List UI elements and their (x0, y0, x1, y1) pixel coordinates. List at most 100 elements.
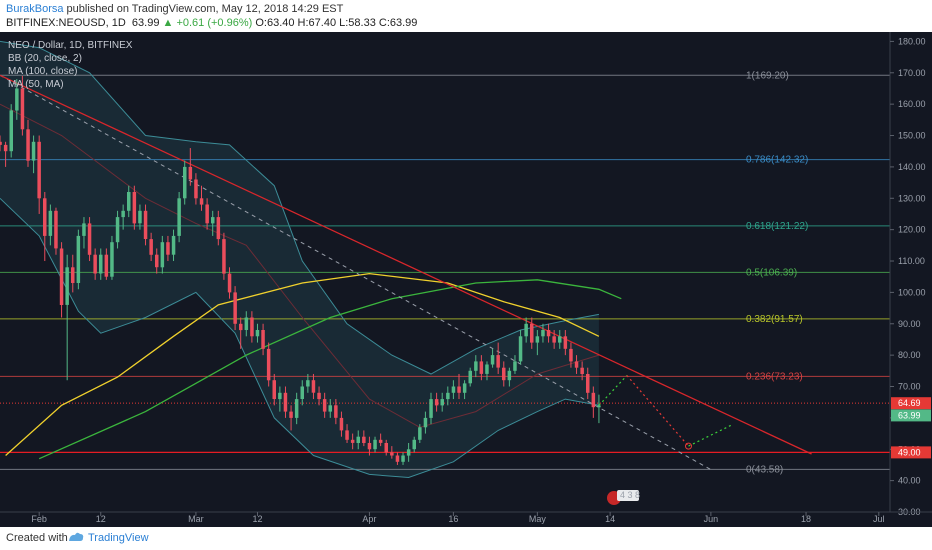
author-link[interactable]: BurakBorsa (6, 3, 64, 15)
candle-body (283, 392, 288, 412)
y-tick-label: 40.00 (898, 476, 921, 486)
candle-body (59, 248, 64, 305)
price-tag-label: 49.00 (898, 447, 921, 457)
candle-body (479, 361, 484, 374)
candle-body (205, 204, 209, 224)
candle-body (474, 361, 478, 371)
x-tick-label: 12 (252, 514, 262, 524)
candle-body (328, 405, 332, 412)
indicator-lines (0, 40, 890, 479)
candle-body (339, 417, 344, 431)
x-tick-label: Feb (31, 514, 47, 524)
tradingview-link[interactable]: TradingView (88, 532, 149, 544)
price-chart[interactable]: 1(169.20) 0.786(142.32) 0.618(121.22) 0.5(1… (0, 32, 932, 527)
candle-body (216, 217, 221, 240)
candle-body (306, 380, 310, 387)
candle-body (390, 452, 394, 456)
bollinger-fill (0, 41, 599, 478)
candle-body (591, 392, 596, 408)
candle-body (395, 455, 400, 462)
candle-body (524, 323, 528, 337)
candle-body (462, 383, 467, 393)
price-tag (891, 446, 931, 459)
time-axis[interactable]: Feb 12 Mar 12 Apr 16 May 14 Jun 18 Jul (31, 512, 885, 524)
fib-level-label: 0.236(73.23) (746, 371, 803, 382)
candle-body (490, 355, 495, 365)
candle-body (496, 355, 500, 368)
candle-body (87, 223, 92, 255)
tradingview-logo-icon (69, 532, 84, 541)
candle-body (15, 88, 19, 111)
ma50-line (38, 279, 622, 460)
projection-rebound-path (688, 423, 734, 447)
candle-body (43, 198, 47, 236)
candle-body (485, 364, 489, 374)
y-tick-label: 80.00 (898, 350, 921, 360)
price-change: ▲ +0.61 (+0.96%) (162, 17, 253, 29)
y-tick-label: 100.00 (898, 287, 926, 297)
candle-body (93, 254, 97, 274)
candle-body (507, 370, 512, 381)
chart-footer: Created with TradingView (0, 527, 932, 550)
ohlc-values: O:63.40 H:67.40 L:58.33 C:63.99 (255, 17, 418, 29)
x-tick-label: Mar (188, 514, 204, 524)
candle-body (26, 129, 30, 161)
candle-body (373, 439, 377, 450)
fib-level-label: 0.5(106.39) (746, 267, 797, 278)
fib-level-label: 0.382(91.57) (746, 314, 803, 325)
price-tag (891, 409, 931, 422)
candle-body (350, 439, 355, 443)
candle-body (434, 399, 439, 406)
candle-body (580, 367, 584, 374)
candle-body (518, 336, 523, 362)
candle-body (367, 443, 372, 450)
event-flag-icon[interactable]: 4 3 8 (607, 490, 640, 505)
candle-body (244, 317, 249, 330)
candle-body (222, 239, 226, 274)
y-tick-label: 130.00 (898, 193, 926, 203)
fib-level-label: 0.786(142.32) (746, 155, 808, 166)
candle-body (227, 273, 232, 293)
x-tick-label: Jul (873, 514, 885, 524)
candle-body (535, 336, 540, 343)
candle-body (48, 210, 53, 236)
svg-text:4 3 8: 4 3 8 (620, 490, 640, 500)
price-tag (891, 397, 931, 410)
candle-body (54, 210, 58, 249)
candle-body (104, 254, 109, 277)
candle-body (138, 210, 142, 224)
legend-ma100: MA (100, close) (8, 66, 77, 77)
x-tick-label: Apr (362, 514, 376, 524)
symbol-line: BITFINEX:NEOUSD, 1D 63.99 ▲ +0.61 (+0.96… (6, 17, 417, 29)
candle-body (177, 198, 181, 236)
candle-body (188, 166, 193, 180)
candle-body (255, 330, 260, 337)
candle-body (278, 392, 282, 400)
candle-body (552, 336, 556, 343)
y-tick-label: 90.00 (898, 319, 921, 329)
candle-body (513, 361, 517, 371)
legend: NEO / Dollar, 1D, BITFINEX BB (20, close… (8, 40, 133, 90)
legend-pair: NEO / Dollar, 1D, BITFINEX (8, 40, 133, 51)
candle-body (266, 348, 271, 381)
fib-level-label: 0.618(121.22) (746, 221, 808, 232)
candle-body (65, 267, 69, 305)
candle-body (183, 166, 187, 199)
price-tag-label: 63.99 (898, 410, 921, 420)
candle-body (412, 439, 416, 450)
candle-body (233, 292, 237, 324)
candle-body (468, 370, 472, 384)
price-tags: 64.69 63.99 49.00 (891, 397, 931, 459)
bb-lower-line (0, 197, 599, 479)
candle-body (597, 405, 601, 408)
y-tick-label: 180.00 (898, 36, 926, 46)
candle-body (558, 336, 562, 343)
candle-body (160, 242, 165, 268)
fib-level-label: 1(169.20) (746, 70, 789, 81)
x-tick-label: 16 (448, 514, 458, 524)
candle-body (451, 386, 456, 393)
candle-body (586, 374, 590, 393)
candle-body (356, 436, 360, 443)
candle-body (294, 399, 299, 418)
candle-body (149, 239, 153, 255)
